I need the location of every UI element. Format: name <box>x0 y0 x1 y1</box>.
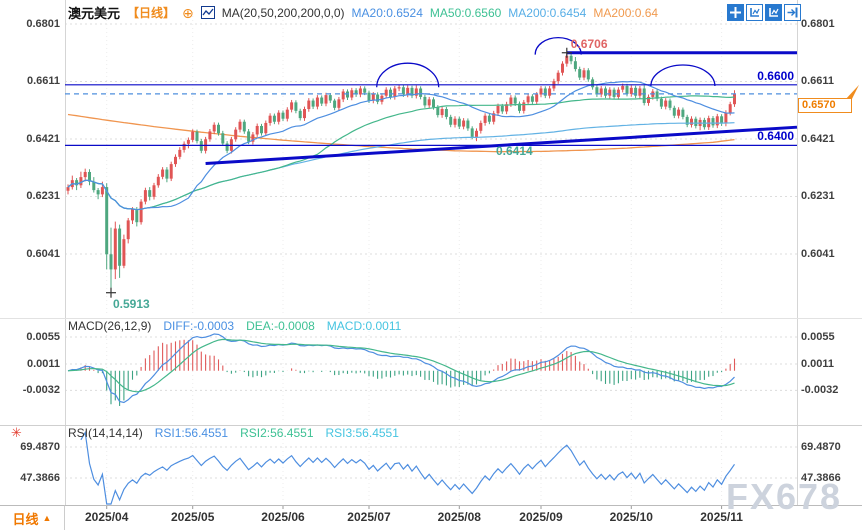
chart-type-icon[interactable] <box>200 6 215 19</box>
x-tick-label: 2025/07 <box>347 510 391 524</box>
y-tick-label: 0.0055 <box>801 331 835 343</box>
y-tick-label: 47.3866 <box>20 472 60 484</box>
symbol-title: 澳元美元 <box>68 6 121 21</box>
x-tick-label: 2025/09 <box>519 510 563 524</box>
y-tick-label: 47.3866 <box>801 472 841 484</box>
period-dropdown[interactable]: 日线 ▲ <box>0 505 65 530</box>
y-tick-label: 69.4870 <box>801 441 841 453</box>
chart-toolbar <box>727 4 801 21</box>
ma-settings-label: MA(20,50,200,200,0,0) <box>221 5 345 20</box>
x-tick-label: 2025/06 <box>261 510 305 524</box>
rsi-params-label: RSI(14,14,14) <box>68 426 143 440</box>
y-tick-label: 0.6421 <box>801 132 835 145</box>
y-tick-label: 0.6801 <box>801 18 835 30</box>
triangle-up-icon: ▲ <box>42 513 52 523</box>
macd-macd-value: MACD:0.0011 <box>326 319 402 333</box>
x-tick-label: 2025/11 <box>700 510 743 524</box>
rsi3-value: RSI3:56.4551 <box>325 426 399 440</box>
x-tick-label: 2025/08 <box>437 510 481 524</box>
rsi-header: RSI(14,14,14) RSI1:56.4551 RSI2:56.4551 … <box>68 426 399 440</box>
macd-header: MACD(26,12,9) DIFF:-0.0003 DEA:-0.0008 M… <box>68 319 401 333</box>
rsi1-value: RSI1:56.4551 <box>154 426 229 440</box>
y-tick-label: 0.6801 <box>26 18 60 30</box>
auto-scale-icon[interactable] <box>765 4 782 21</box>
y-tick-label: -0.0032 <box>22 384 60 397</box>
measure-icon[interactable] <box>746 4 763 21</box>
trendline-touch-annotation: 0.6414 <box>496 144 533 159</box>
low-price-annotation: 0.5913 <box>113 296 150 311</box>
add-indicator-icon[interactable]: ⊕ <box>182 4 194 21</box>
y-tick-label: 0.0011 <box>26 358 60 370</box>
ma200-value: MA200:0.6454 <box>508 5 587 20</box>
y-tick-label: 0.6611 <box>801 75 835 88</box>
y-tick-label: 0.6041 <box>26 247 60 260</box>
period-label: 【日线】 <box>127 6 176 20</box>
y-tick-label: 0.6421 <box>26 132 60 145</box>
macd-diff-value: DIFF:-0.0003 <box>163 319 235 333</box>
macd-dea-value: DEA:-0.0008 <box>246 319 315 333</box>
x-tick-label: 2025/05 <box>170 510 215 524</box>
rsi2-value: RSI2:56.4551 <box>240 426 314 440</box>
x-tick-label: 2025/10 <box>609 510 653 524</box>
y-tick-label: 0.0055 <box>26 331 60 343</box>
ma20-value: MA20:0.6524 <box>351 5 423 20</box>
y-tick-label: 0.0011 <box>801 358 835 370</box>
y-tick-label: 0.6041 <box>801 247 835 260</box>
current-price-box: 0.6570 <box>798 97 852 113</box>
resistance-level-label: 0.6600 <box>757 68 794 83</box>
y-tick-label: 0.6231 <box>26 190 60 203</box>
y-tick-label: 0.6611 <box>26 75 60 88</box>
y-tick-label: -0.0032 <box>801 384 839 397</box>
period-dropdown-label: 日线 <box>12 511 39 527</box>
x-tick-label: 2025/04 <box>84 510 129 524</box>
high-price-annotation: 0.6706 <box>570 36 608 51</box>
support-level-label: 0.6400 <box>757 129 794 144</box>
y-tick-label: 0.6231 <box>801 190 835 203</box>
y-tick-label: 69.4870 <box>20 441 60 453</box>
watermark: FX678 <box>726 476 843 517</box>
ma50-value: MA50:0.6560 <box>429 5 502 20</box>
macd-params-label: MACD(26,12,9) <box>68 319 152 333</box>
burst-icon: ✳ <box>11 425 22 440</box>
ma200b-value: MA200:0.64 <box>593 5 659 20</box>
chart-header: 澳元美元 【日线】 ⊕ MA(20,50,200,200,0,0) MA20:0… <box>68 3 658 22</box>
shift-right-icon[interactable] <box>784 4 801 21</box>
pan-icon[interactable] <box>727 4 744 21</box>
